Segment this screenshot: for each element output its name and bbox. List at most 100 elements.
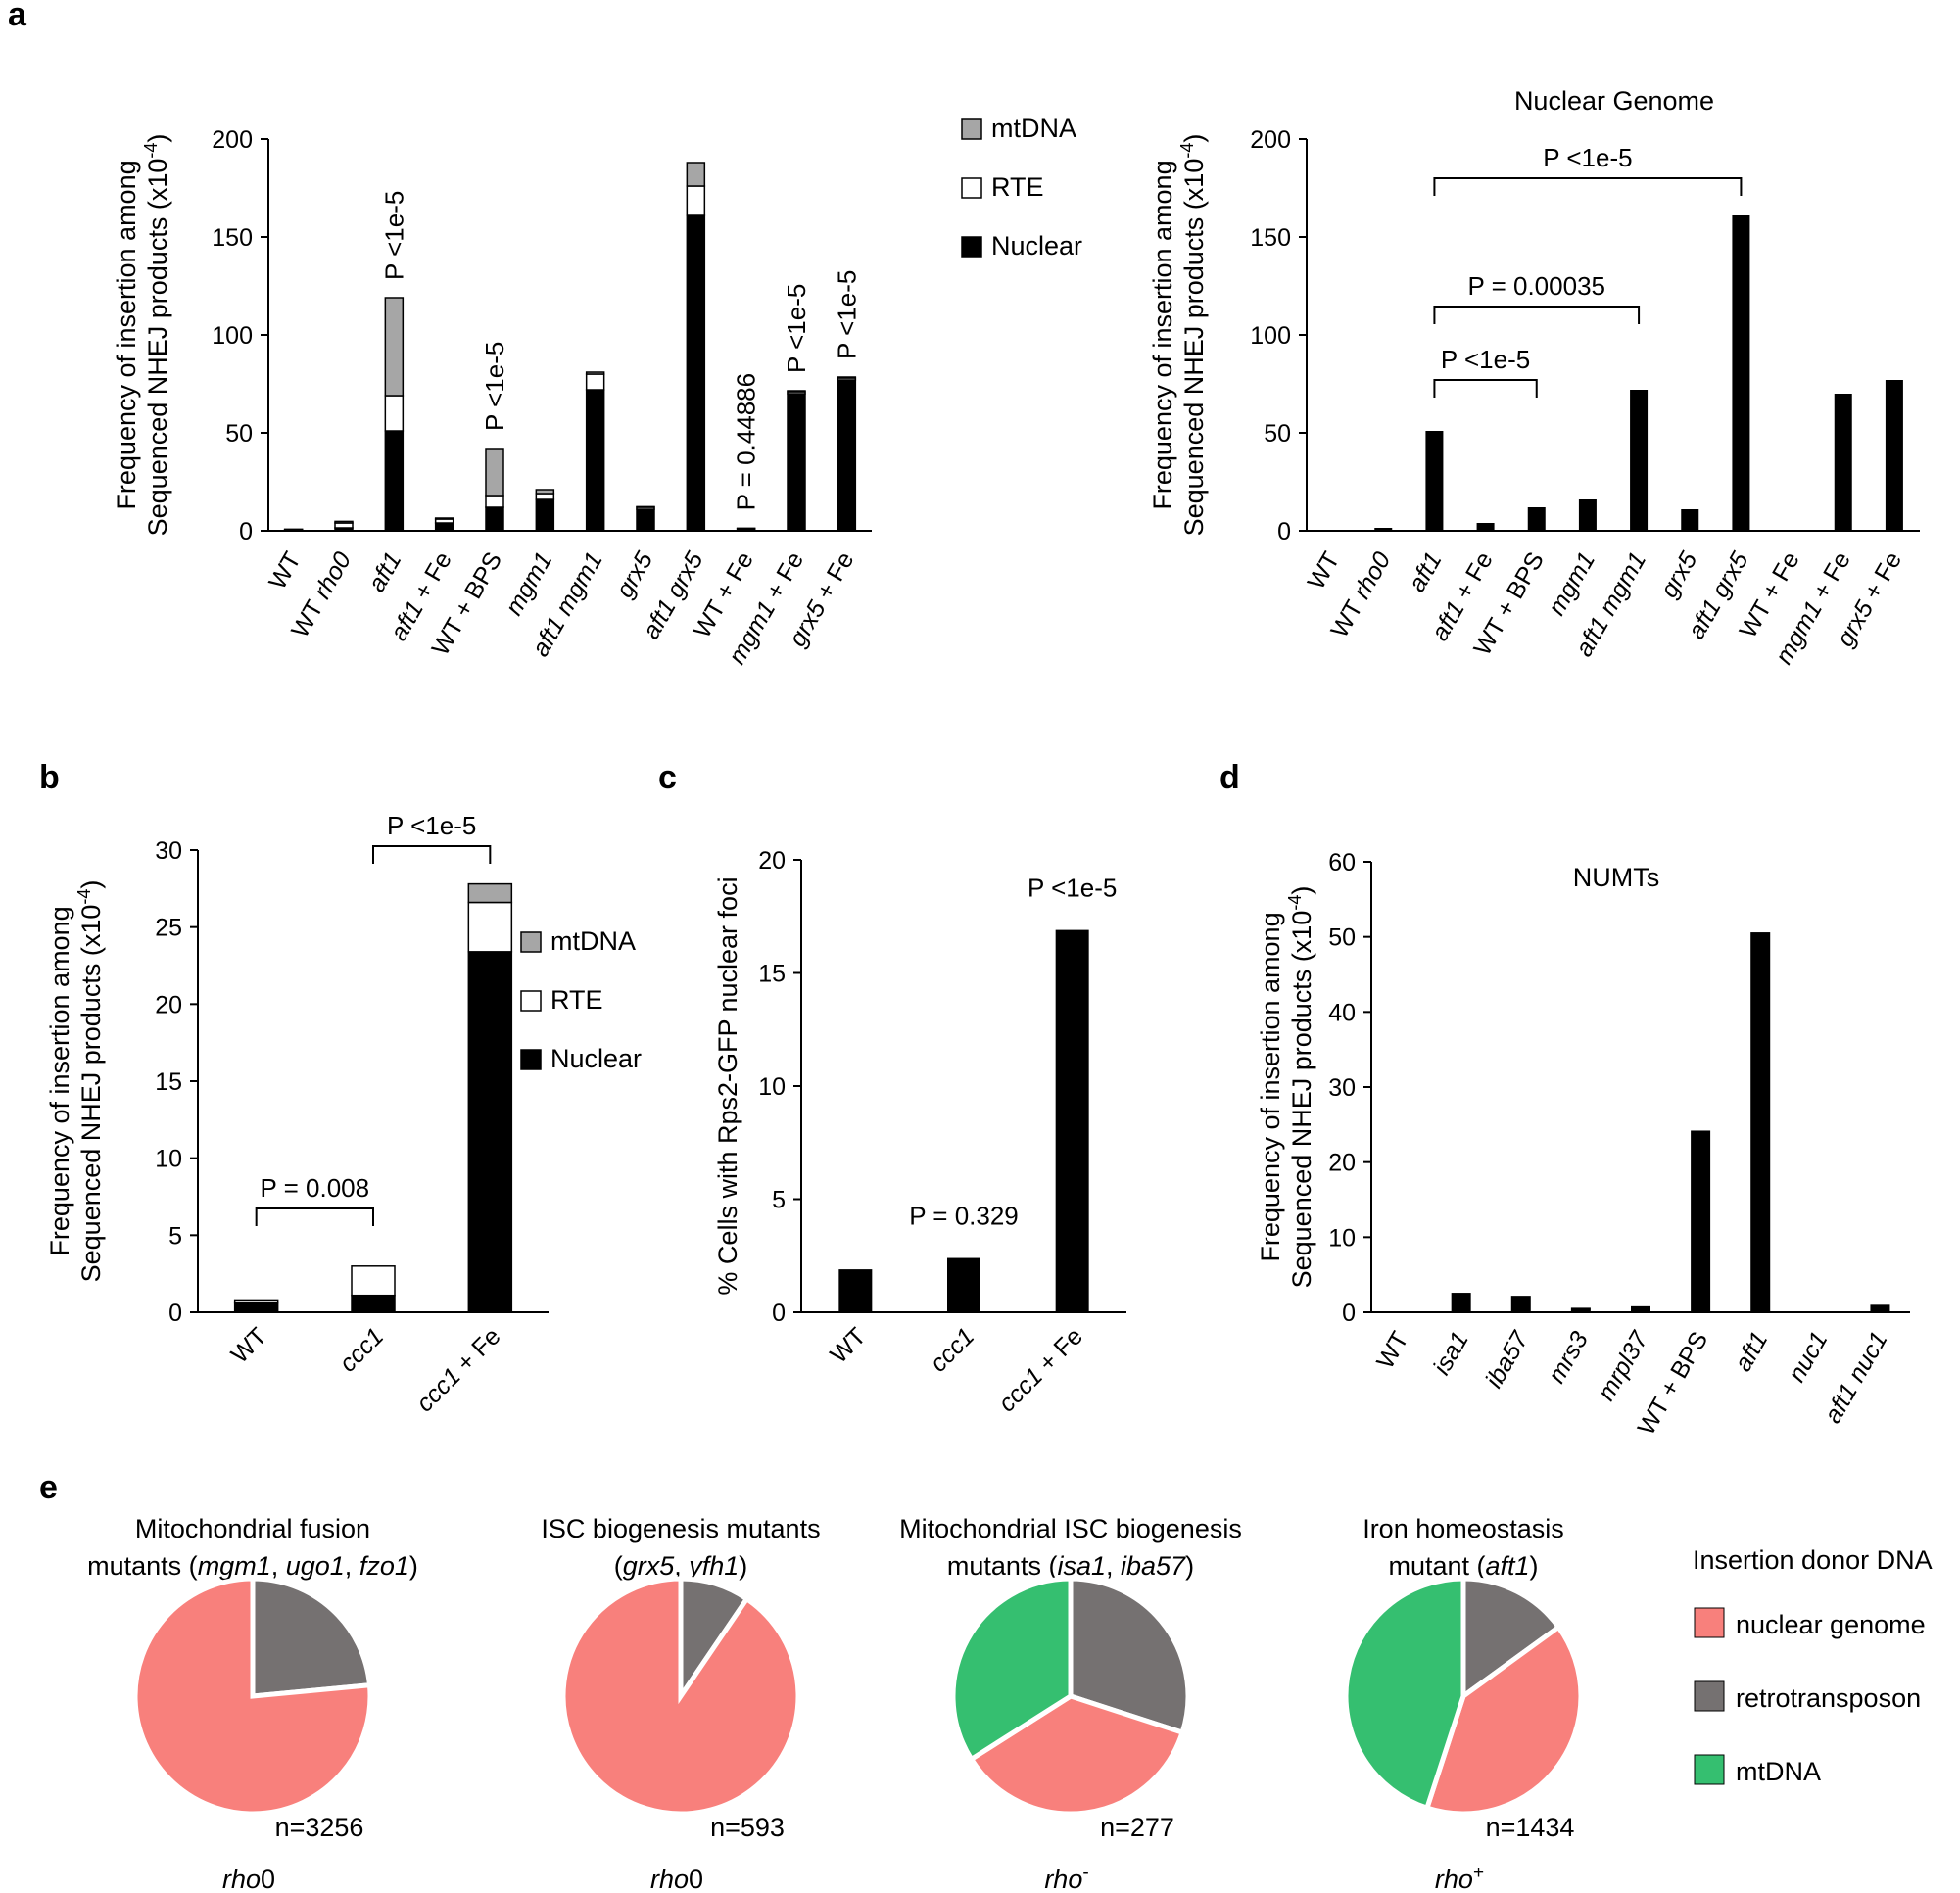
pie-n-count: n=1434 <box>1486 1813 1575 1842</box>
panel-label-d: d <box>1219 759 1240 796</box>
rho-text: rho <box>650 1865 689 1893</box>
bar-rte <box>467 901 513 953</box>
legend-label-rte: RTE <box>550 985 603 1015</box>
pie-title-part: isa1 <box>1057 1551 1106 1581</box>
y-tick-label: 0 <box>772 1300 786 1327</box>
pie-chart-2: ISC biogenesis mutants(grx5, yfh1)n=593r… <box>541 1514 820 1893</box>
pie-rho-label: rho- <box>1044 1863 1088 1893</box>
bar-nuclear <box>535 498 555 532</box>
significance-bracket <box>372 845 492 864</box>
category-word: aft1 <box>1404 547 1448 596</box>
bar-nuclear <box>434 522 454 532</box>
bar-nuclear <box>686 214 706 532</box>
bar-mtdna <box>485 448 504 497</box>
y-axis-label-line2: Sequenced NHEJ products (x10-4) <box>1285 886 1316 1289</box>
pie-title-line2: mutants (mgm1, ugo1, fzo1) <box>87 1551 418 1581</box>
y-tick-label: 0 <box>239 518 253 545</box>
p-value-label: P = 0.008 <box>261 1173 370 1203</box>
bar-mtdna <box>787 390 806 393</box>
y-label-superscript: -4 <box>1285 895 1305 911</box>
category-label: grx5 <box>611 547 659 602</box>
category-word: WT <box>1371 1327 1414 1374</box>
y-tick-label: 50 <box>1328 924 1356 952</box>
category-word: BPS <box>1662 1327 1714 1389</box>
pie-title-line1: ISC biogenesis mutants <box>541 1514 820 1543</box>
bar-rte <box>535 493 555 500</box>
category-label: aft1 <box>1404 547 1448 596</box>
y-label-superscript: -4 <box>1177 143 1197 159</box>
chart-a-right: 0 50 100 150 200 Frequency of insertion among… <box>1148 86 1920 669</box>
rho-suffix: - <box>1082 1863 1088 1883</box>
bar <box>1631 1305 1650 1312</box>
bar-mtdna <box>467 882 513 904</box>
y-label-text: Sequenced NHEJ products (x10 <box>1179 159 1209 537</box>
bar-rte <box>686 185 706 216</box>
category-label: ccc1 <box>334 1322 389 1377</box>
pie-title-part: ) <box>1530 1551 1539 1581</box>
y-axis-label-line2: Sequenced NHEJ products (x10-4) <box>74 880 106 1283</box>
category-word: mrpl37 <box>1593 1326 1654 1405</box>
category-label: WT <box>226 1322 272 1368</box>
y-tick-label: 30 <box>155 837 182 865</box>
pie-title-part: Mitochondrial ISC biogenesis <box>899 1514 1242 1543</box>
y-axis-label-line1: Frequency of insertion among <box>112 160 141 509</box>
y-tick-label: 150 <box>212 224 253 252</box>
bar-nuclear <box>351 1294 396 1313</box>
pie-legend-label-mtDNA: mtDNA <box>1736 1757 1821 1786</box>
y-tick-label: 200 <box>1250 126 1291 154</box>
y-axis-label-line1: Frequency of insertion among <box>45 906 74 1255</box>
bar-rte <box>233 1299 279 1304</box>
category-label: ccc1 <box>925 1322 980 1377</box>
bar-nuclear <box>384 430 405 532</box>
bar-rte <box>384 395 405 432</box>
p-value-label: P = 0.00035 <box>1468 271 1606 301</box>
category-word: WT <box>825 1322 871 1368</box>
y-tick-label: 100 <box>212 322 253 350</box>
y-label-text: Sequenced NHEJ products (x10 <box>143 159 172 537</box>
y-tick-label: 20 <box>155 991 182 1018</box>
y-tick-label: 30 <box>1328 1074 1356 1102</box>
pie-title-part: ugo1 <box>286 1551 345 1581</box>
pie-legend-label-retrotransposon: retrotransposon <box>1736 1683 1921 1713</box>
pie-title-part: mutants ( <box>87 1551 198 1581</box>
pie-legend-swatch-nuclear-genome <box>1694 1607 1725 1638</box>
bar <box>1570 1307 1591 1312</box>
significance-bracket <box>1433 306 1641 324</box>
chart-a-left: 0 50 100 150 200 Frequency of insertion among… <box>112 114 1082 669</box>
pie-n-count: n=593 <box>710 1813 785 1842</box>
pie-title-part: Iron homeostasis <box>1362 1514 1564 1543</box>
significance-bracket <box>1433 379 1538 398</box>
bar-nuclear <box>636 508 655 532</box>
p-value-label: P <1e-5 <box>387 811 476 840</box>
bar-mtdna <box>334 520 354 524</box>
category-label: aft1 <box>362 547 406 596</box>
category-word: mgm1 <box>547 547 607 626</box>
bar-nuclear <box>787 393 806 532</box>
bar-nuclear <box>585 389 605 532</box>
pie-legend-swatch-retrotransposon <box>1694 1680 1725 1712</box>
p-value-label: P <1e-5 <box>1028 874 1117 903</box>
pie-slice-mtDNA <box>950 1576 1074 1763</box>
pie-slice-nuclear-genome <box>968 1693 1186 1817</box>
y-tick-label: 40 <box>1328 999 1356 1026</box>
bar-mtdna <box>837 376 857 379</box>
bar <box>1055 929 1089 1312</box>
category-word: grx5 <box>1655 547 1703 602</box>
pie-title-line1: Iron homeostasis <box>1362 1514 1564 1543</box>
pie-title-part: Mitochondrial fusion <box>135 1514 370 1543</box>
pie-slice-retrotransposon <box>250 1576 373 1699</box>
pie-n-count: n=277 <box>1100 1813 1174 1842</box>
category-word: iba57 <box>1480 1326 1534 1393</box>
p-value-label: P <1e-5 <box>379 191 408 280</box>
y-tick-label: 10 <box>1328 1224 1356 1252</box>
y-label-text: ) <box>143 134 172 143</box>
category-label: WT <box>263 547 307 594</box>
bar <box>1425 431 1444 531</box>
pie-title-line2: mutant (aft1) <box>1388 1551 1538 1581</box>
significance-bracket <box>255 1207 374 1226</box>
pie-slice-retrotransposon <box>1068 1576 1191 1736</box>
y-tick-label: 20 <box>758 847 786 875</box>
p-value-label: P <1e-5 <box>480 342 509 431</box>
bar <box>1732 215 1750 531</box>
pie-title-part: , <box>271 1551 286 1581</box>
